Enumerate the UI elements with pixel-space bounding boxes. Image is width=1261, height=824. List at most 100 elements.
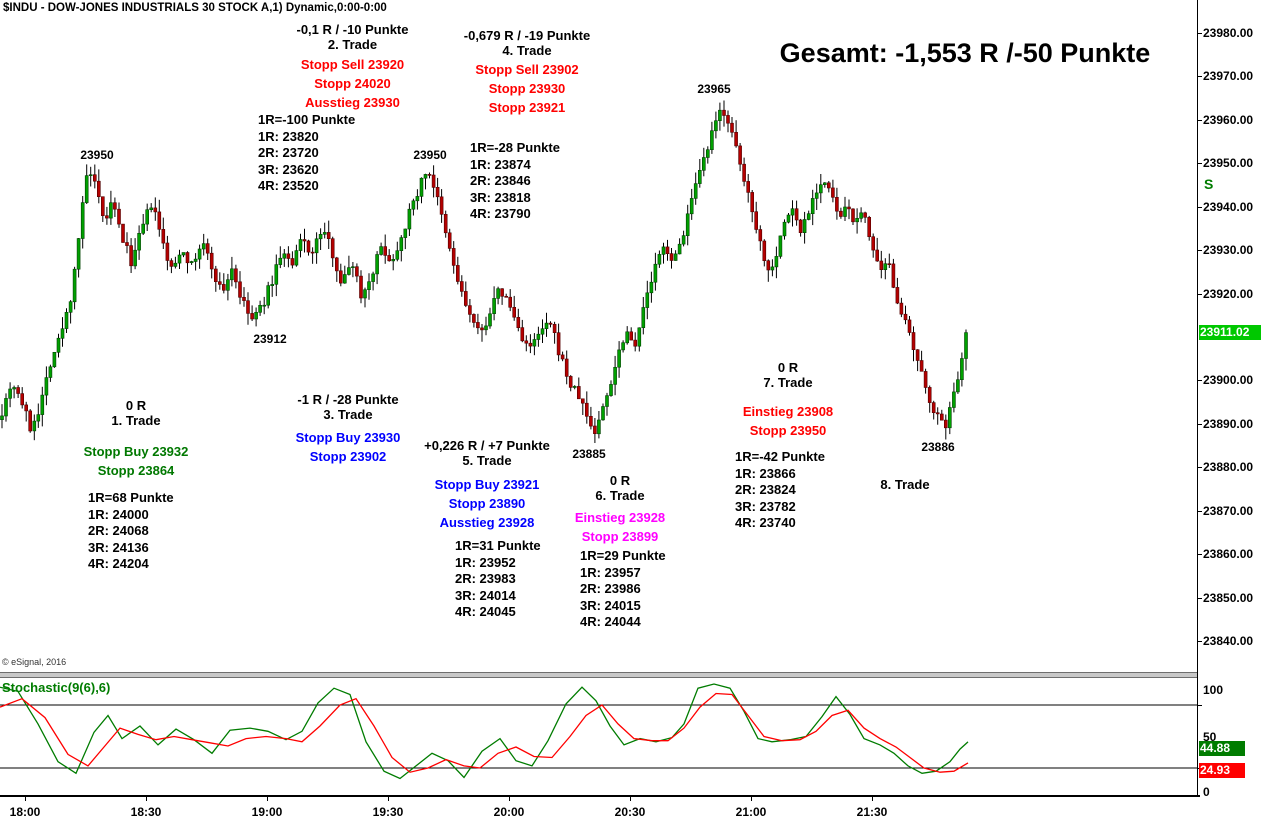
trade-result: 0 R [125,398,147,413]
trade-signal: Stopp 23902 [309,449,387,464]
price-axis[interactable]: S 23911.02 100 50 0 44.88 24.93 23980.00… [1197,0,1261,799]
price-tick-label: 23920.00 [1203,286,1254,301]
price-tick [1198,554,1202,556]
trade-risk-line: 4R: 24045 [455,604,516,619]
stoch-slow-value-badge: 24.93 [1199,763,1245,778]
trade-number: 5. Trade [462,453,512,468]
trade-risk-line: 1R: 23952 [455,554,516,570]
time-tick-label: 18:30 [130,805,162,819]
main-chart-panel[interactable]: 23950 23912 23950 23885 23965 23886 0 R 1. Tra… [0,0,1197,672]
price-tick-label: 23870.00 [1203,503,1254,518]
time-tick-label: 20:30 [614,805,646,819]
panel-separator[interactable] [0,672,1197,678]
trade-risk-line: 1R: 23820 [258,128,319,144]
trade-risk-levels: 1R=68 Punkte 1R: 24000 2R: 24068 3R: 24136 4… [51,490,221,573]
price-tick-label: 23970.00 [1203,69,1254,84]
trade-risk-line: 4R: 23790 [470,206,531,221]
trade-signal: Stopp 23930 [488,81,566,96]
price-tick [1198,250,1202,252]
trade-risk-line: 1R: 23957 [580,564,641,580]
price-tick [1198,33,1202,34]
trade-risk-levels: 1R=-100 Punkte 1R: 23820 2R: 23720 3R: 2362… [255,112,450,195]
trade-result: 0 R [777,360,799,375]
trade-risk-line: 1R=-100 Punkte [258,112,356,127]
time-tick [872,797,873,801]
stoch-tick-label: 100 [1203,683,1224,697]
price-tick-label: 23860.00 [1203,547,1254,562]
price-tick-label: 23980.00 [1203,26,1254,40]
side-label: S [1204,176,1214,192]
trade-number: 2. Trade [327,37,378,52]
price-tick [1198,380,1202,382]
trade-signal: Stopp Buy 23930 [295,430,401,445]
trade-annotation-1: 0 R 1. Trade Stopp Buy 23932 Stopp 23864 1R=… [51,398,221,573]
trade-risk-line: 2R: 23983 [455,571,516,586]
price-tick [1198,76,1202,78]
trade-risk-line: 1R=-42 Punkte [735,449,825,464]
trade-signal: Ausstieg 23930 [305,95,400,110]
price-tick [1198,119,1202,121]
trade-risk-line: 4R: 23520 [258,178,319,193]
trade-number: 4. Trade [502,43,552,58]
trade-signal: Stopp 23890 [448,496,526,511]
price-tick-label: 23950.00 [1203,156,1254,171]
stoch-tick-label: 50 [1203,730,1217,744]
trade-risk-line: 3R: 24014 [455,587,516,603]
trade-risk-line: 1R=29 Punkte [580,548,666,563]
time-tick-label: 19:00 [251,805,283,819]
trade-risk-line: 3R: 24136 [88,539,149,555]
trade-annotation-5: +0,226 R / +7 Punkte 5. Trade Stopp Buy 23… [407,438,567,621]
trade-annotation-8: 8. Trade [868,477,942,492]
trade-risk-line: 3R: 23782 [735,498,796,514]
trade-risk-levels: 1R=-42 Punkte 1R: 23866 2R: 23824 3R: 23782… [723,449,853,532]
time-tick-label: 19:30 [372,805,404,819]
trade-risk-levels: 1R=31 Punkte 1R: 23952 2R: 23983 3R: 24014 4… [407,538,567,621]
trade-risk-line: 2R: 23986 [580,581,641,596]
trade-number: 8. Trade [880,477,930,492]
trade-signal: Stopp 23950 [749,423,827,438]
trade-risk-line: 3R: 23620 [258,161,319,177]
trade-risk-line: 2R: 23846 [470,173,531,188]
price-tick-label: 23890.00 [1203,416,1254,431]
trade-annotation-4: -0,679 R / -19 Punkte 4. Trade Stopp Sell … [447,28,607,223]
time-tick [25,797,26,801]
chart-price-label: 23950 [413,148,447,162]
trade-risk-line: 1R=-28 Punkte [470,140,560,155]
trade-risk-line: 1R=31 Punkte [455,538,541,553]
price-tick [1198,293,1202,295]
stoch-fast-value-badge: 44.88 [1199,741,1245,756]
trade-signal: Stopp 23899 [581,529,659,544]
trade-risk-line: 2R: 23824 [735,482,796,497]
price-tick-label: 23880.00 [1203,460,1254,475]
price-tick-label: 23850.00 [1203,590,1254,605]
trade-signal: Einstieg 23908 [742,404,834,419]
trade-annotation-6: 0 R 6. Trade Einstieg 23928 Stopp 23899 1R=2… [560,473,680,631]
price-tick [1198,206,1202,208]
time-axis[interactable]: 18:00 18:30 19:00 19:30 20:00 20:30 21:00 21:30 [0,795,1200,824]
trade-signal: Stopp Buy 23921 [434,477,540,492]
trade-number: 6. Trade [595,488,645,503]
trade-risk-line: 4R: 23740 [735,515,796,530]
time-tick [509,797,510,801]
summary-total: Gesamt: -1,553 R /-50 Punkte [779,38,1151,68]
price-tick [1198,467,1202,469]
price-tick-label: 23940.00 [1203,199,1254,214]
trade-risk-levels: 1R=29 Punkte 1R: 23957 2R: 23986 3R: 24015 4… [560,548,680,631]
trade-signal: Einstieg 23928 [574,510,666,525]
stochastic-panel[interactable]: Stochastic(9(6),6) [0,678,1197,795]
trade-result: 0 R [609,473,631,488]
trade-risk-line: 1R: 24000 [88,506,149,522]
trade-risk-line: 1R=68 Punkte [88,490,174,505]
price-tick-label: 23960.00 [1203,112,1254,127]
trade-risk-line: 4R: 24044 [580,614,641,629]
chart-title: $INDU - DOW-JONES INDUSTRIALS 30 STOCK A… [3,2,387,14]
time-tick [751,797,752,801]
chart-price-label: 23950 [80,148,114,162]
trade-risk-levels: 1R=-28 Punkte 1R: 23874 2R: 23846 3R: 23818… [447,140,607,223]
price-tick-label: 23840.00 [1203,634,1254,649]
price-tick [1198,597,1202,599]
price-tick [1198,510,1202,512]
time-tick-label: 21:30 [856,805,888,819]
trade-risk-line: 1R: 23874 [470,156,531,172]
